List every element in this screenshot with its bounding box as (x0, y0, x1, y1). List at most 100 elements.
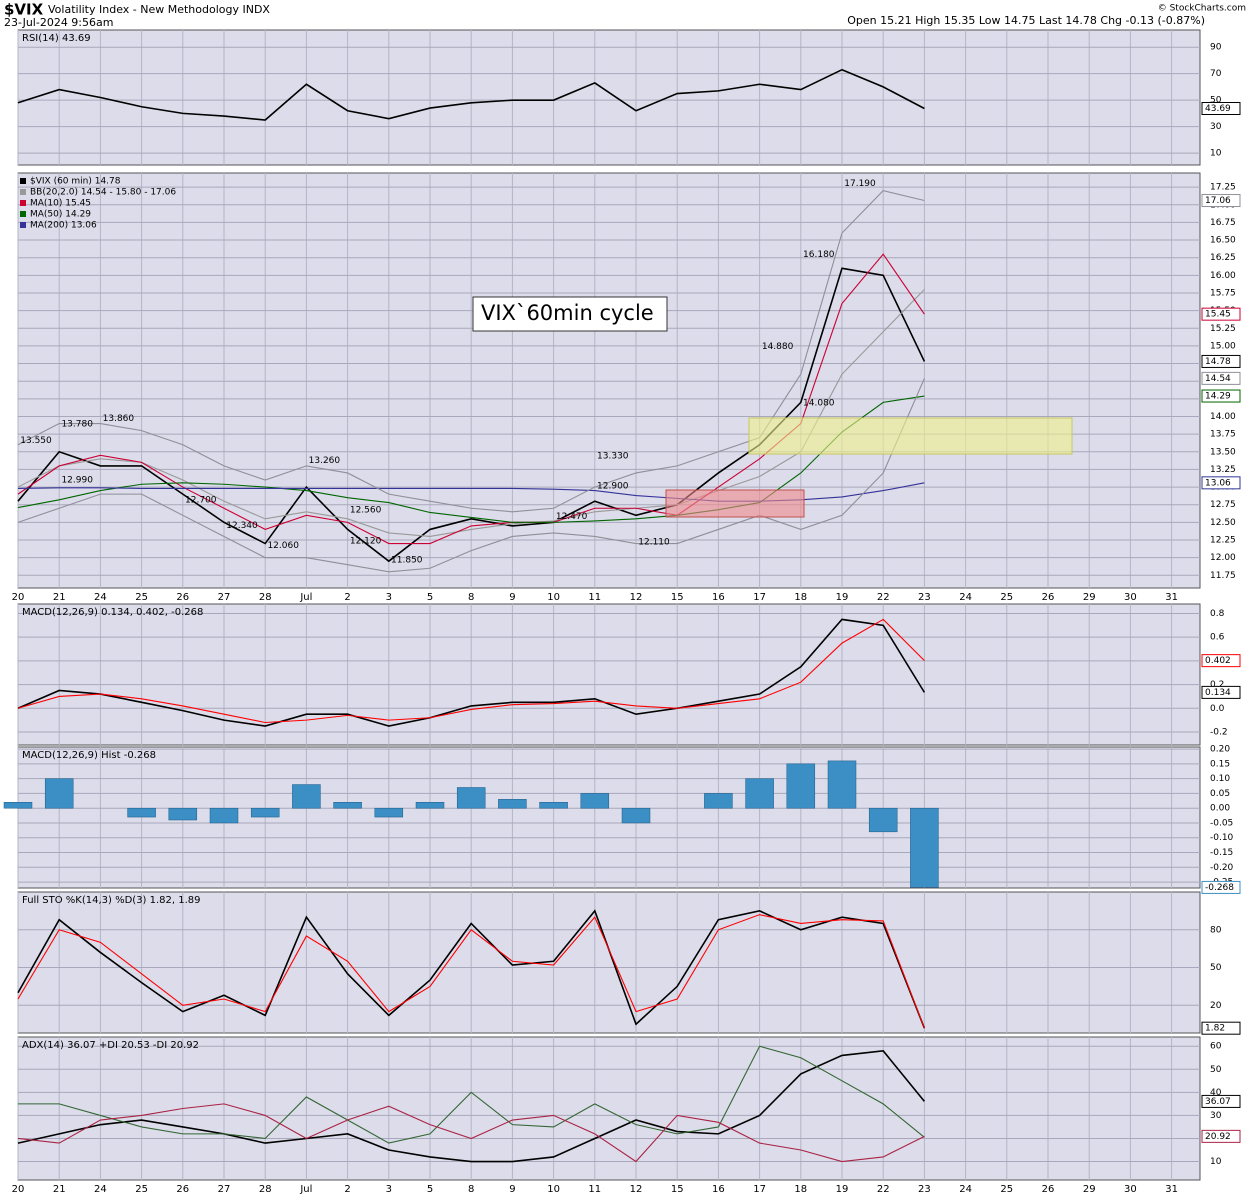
peak-label: 12.470 (556, 512, 588, 522)
legend-entry: $VIX (60 min) 14.78 (30, 177, 121, 187)
histogram-bar (580, 793, 610, 809)
y-tick-label: 50 (1210, 963, 1222, 973)
y-tick-label: 12.00 (1210, 553, 1236, 563)
legend-swatch (20, 222, 26, 228)
histogram-bar (539, 802, 568, 809)
peak-label: 12.900 (597, 482, 629, 492)
x-tick-label: 5 (427, 592, 433, 603)
last-value-label: 0.402 (1205, 656, 1231, 666)
panel-background (17, 746, 1201, 889)
x-tick-label: 22 (877, 1184, 890, 1195)
panel-title: MACD(12,26,9) Hist -0.268 (22, 750, 156, 761)
x-tick-label: 24 (94, 1184, 107, 1195)
y-tick-label: 50 (1210, 96, 1222, 106)
series-line (18, 1045, 925, 1144)
peak-label: 12.340 (226, 521, 258, 531)
last-value-label: 1.82 (1205, 1024, 1225, 1034)
x-tick-label: 26 (1042, 1184, 1055, 1195)
peak-label: 12.990 (61, 475, 93, 485)
x-tick-label: 27 (218, 1184, 231, 1195)
last-value-label: 20.92 (1205, 1132, 1231, 1142)
x-tick-label: Jul (299, 592, 312, 603)
panel-background (17, 603, 1201, 746)
last-value-label: 36.07 (1205, 1097, 1231, 1107)
x-tick-label: 29 (1083, 1184, 1096, 1195)
peak-label: 13.550 (20, 436, 52, 446)
x-tick-label: 2 (344, 1184, 350, 1195)
x-tick-label: 24 (94, 592, 107, 603)
peak-label: 13.780 (61, 420, 93, 430)
credit: © StockCharts.com (1158, 4, 1246, 14)
x-tick-label: 9 (509, 1184, 515, 1195)
y-tick-label: 16.75 (1210, 218, 1236, 228)
histogram-bar (415, 802, 445, 809)
legend-swatch (20, 211, 26, 217)
y-tick-label: 15.00 (1210, 341, 1236, 351)
x-tick-label: 26 (1042, 592, 1055, 603)
x-tick-label: 19 (836, 592, 849, 603)
x-tick-label: 28 (259, 592, 272, 603)
peak-label: 17.190 (844, 179, 876, 189)
series-line (17, 68, 925, 121)
peak-label: 12.110 (638, 537, 670, 547)
legend-entry: MA(200) 13.06 (30, 221, 97, 231)
histogram-bar (868, 807, 898, 833)
y-tick-label: 0.0 (1210, 704, 1225, 714)
x-tick-label: 20 (12, 1184, 25, 1195)
x-tick-label: 30 (1124, 1184, 1137, 1195)
x-tick-label: 15 (671, 592, 684, 603)
y-tick-label: 10 (1210, 1157, 1222, 1167)
y-tick-label: 90 (1210, 43, 1222, 53)
histogram-bar (827, 760, 857, 809)
y-tick-label: 20 (1210, 1001, 1222, 1011)
x-tick-label: 17 (753, 1184, 766, 1195)
last-value-label: 14.29 (1205, 392, 1231, 402)
y-tick-label: 14.00 (1210, 412, 1236, 422)
peak-label: 13.260 (309, 456, 341, 466)
y-tick-label: 0.6 (1210, 633, 1225, 643)
y-tick-label: 60 (1210, 1042, 1222, 1052)
histogram-bar (209, 807, 239, 824)
date: 23-Jul-2024 9:56am (4, 16, 113, 29)
peak-label: 16.180 (803, 250, 835, 260)
x-tick-label: 10 (547, 592, 560, 603)
y-tick-label: 12.50 (1210, 518, 1236, 528)
y-tick-label: -0.05 (1210, 818, 1233, 828)
y-tick-label: 13.50 (1210, 447, 1236, 457)
series-line (17, 289, 925, 538)
x-tick-label: 18 (794, 592, 807, 603)
x-tick-label: 30 (1124, 592, 1137, 603)
histogram-bar (910, 807, 939, 888)
x-tick-label: 27 (218, 592, 231, 603)
legend-swatch (20, 178, 26, 184)
y-tick-label: 10 (1210, 149, 1222, 159)
last-value-box (1201, 1094, 1241, 1108)
histogram-bar (374, 807, 404, 818)
histogram-bar (333, 802, 362, 809)
y-tick-label: 16.50 (1210, 236, 1236, 246)
x-tick-label: 17 (753, 592, 766, 603)
y-tick-label: -0.20 (1210, 863, 1234, 873)
x-tick-label: 25 (135, 592, 148, 603)
y-tick-label: 80 (1210, 925, 1222, 935)
series-line (17, 914, 925, 1029)
panel-background (17, 172, 1201, 589)
y-tick-label: 12.25 (1210, 536, 1236, 546)
y-tick-label: -0.2 (1210, 727, 1228, 737)
peak-label: 14.880 (762, 342, 794, 352)
x-tick-label: 25 (1000, 1184, 1013, 1195)
histogram-bar (456, 787, 486, 809)
peak-label: 13.860 (103, 414, 135, 424)
breakout-zone (665, 489, 805, 518)
x-tick-label: 11 (588, 1184, 601, 1195)
peak-label: 13.330 (597, 451, 629, 461)
x-tick-label: 3 (386, 592, 392, 603)
x-tick-label: 26 (176, 1184, 189, 1195)
histogram-bar (250, 807, 280, 818)
last-value-box (1201, 101, 1241, 115)
series-line (17, 378, 925, 573)
x-tick-label: 29 (1083, 592, 1096, 603)
x-tick-label: 21 (53, 592, 66, 603)
